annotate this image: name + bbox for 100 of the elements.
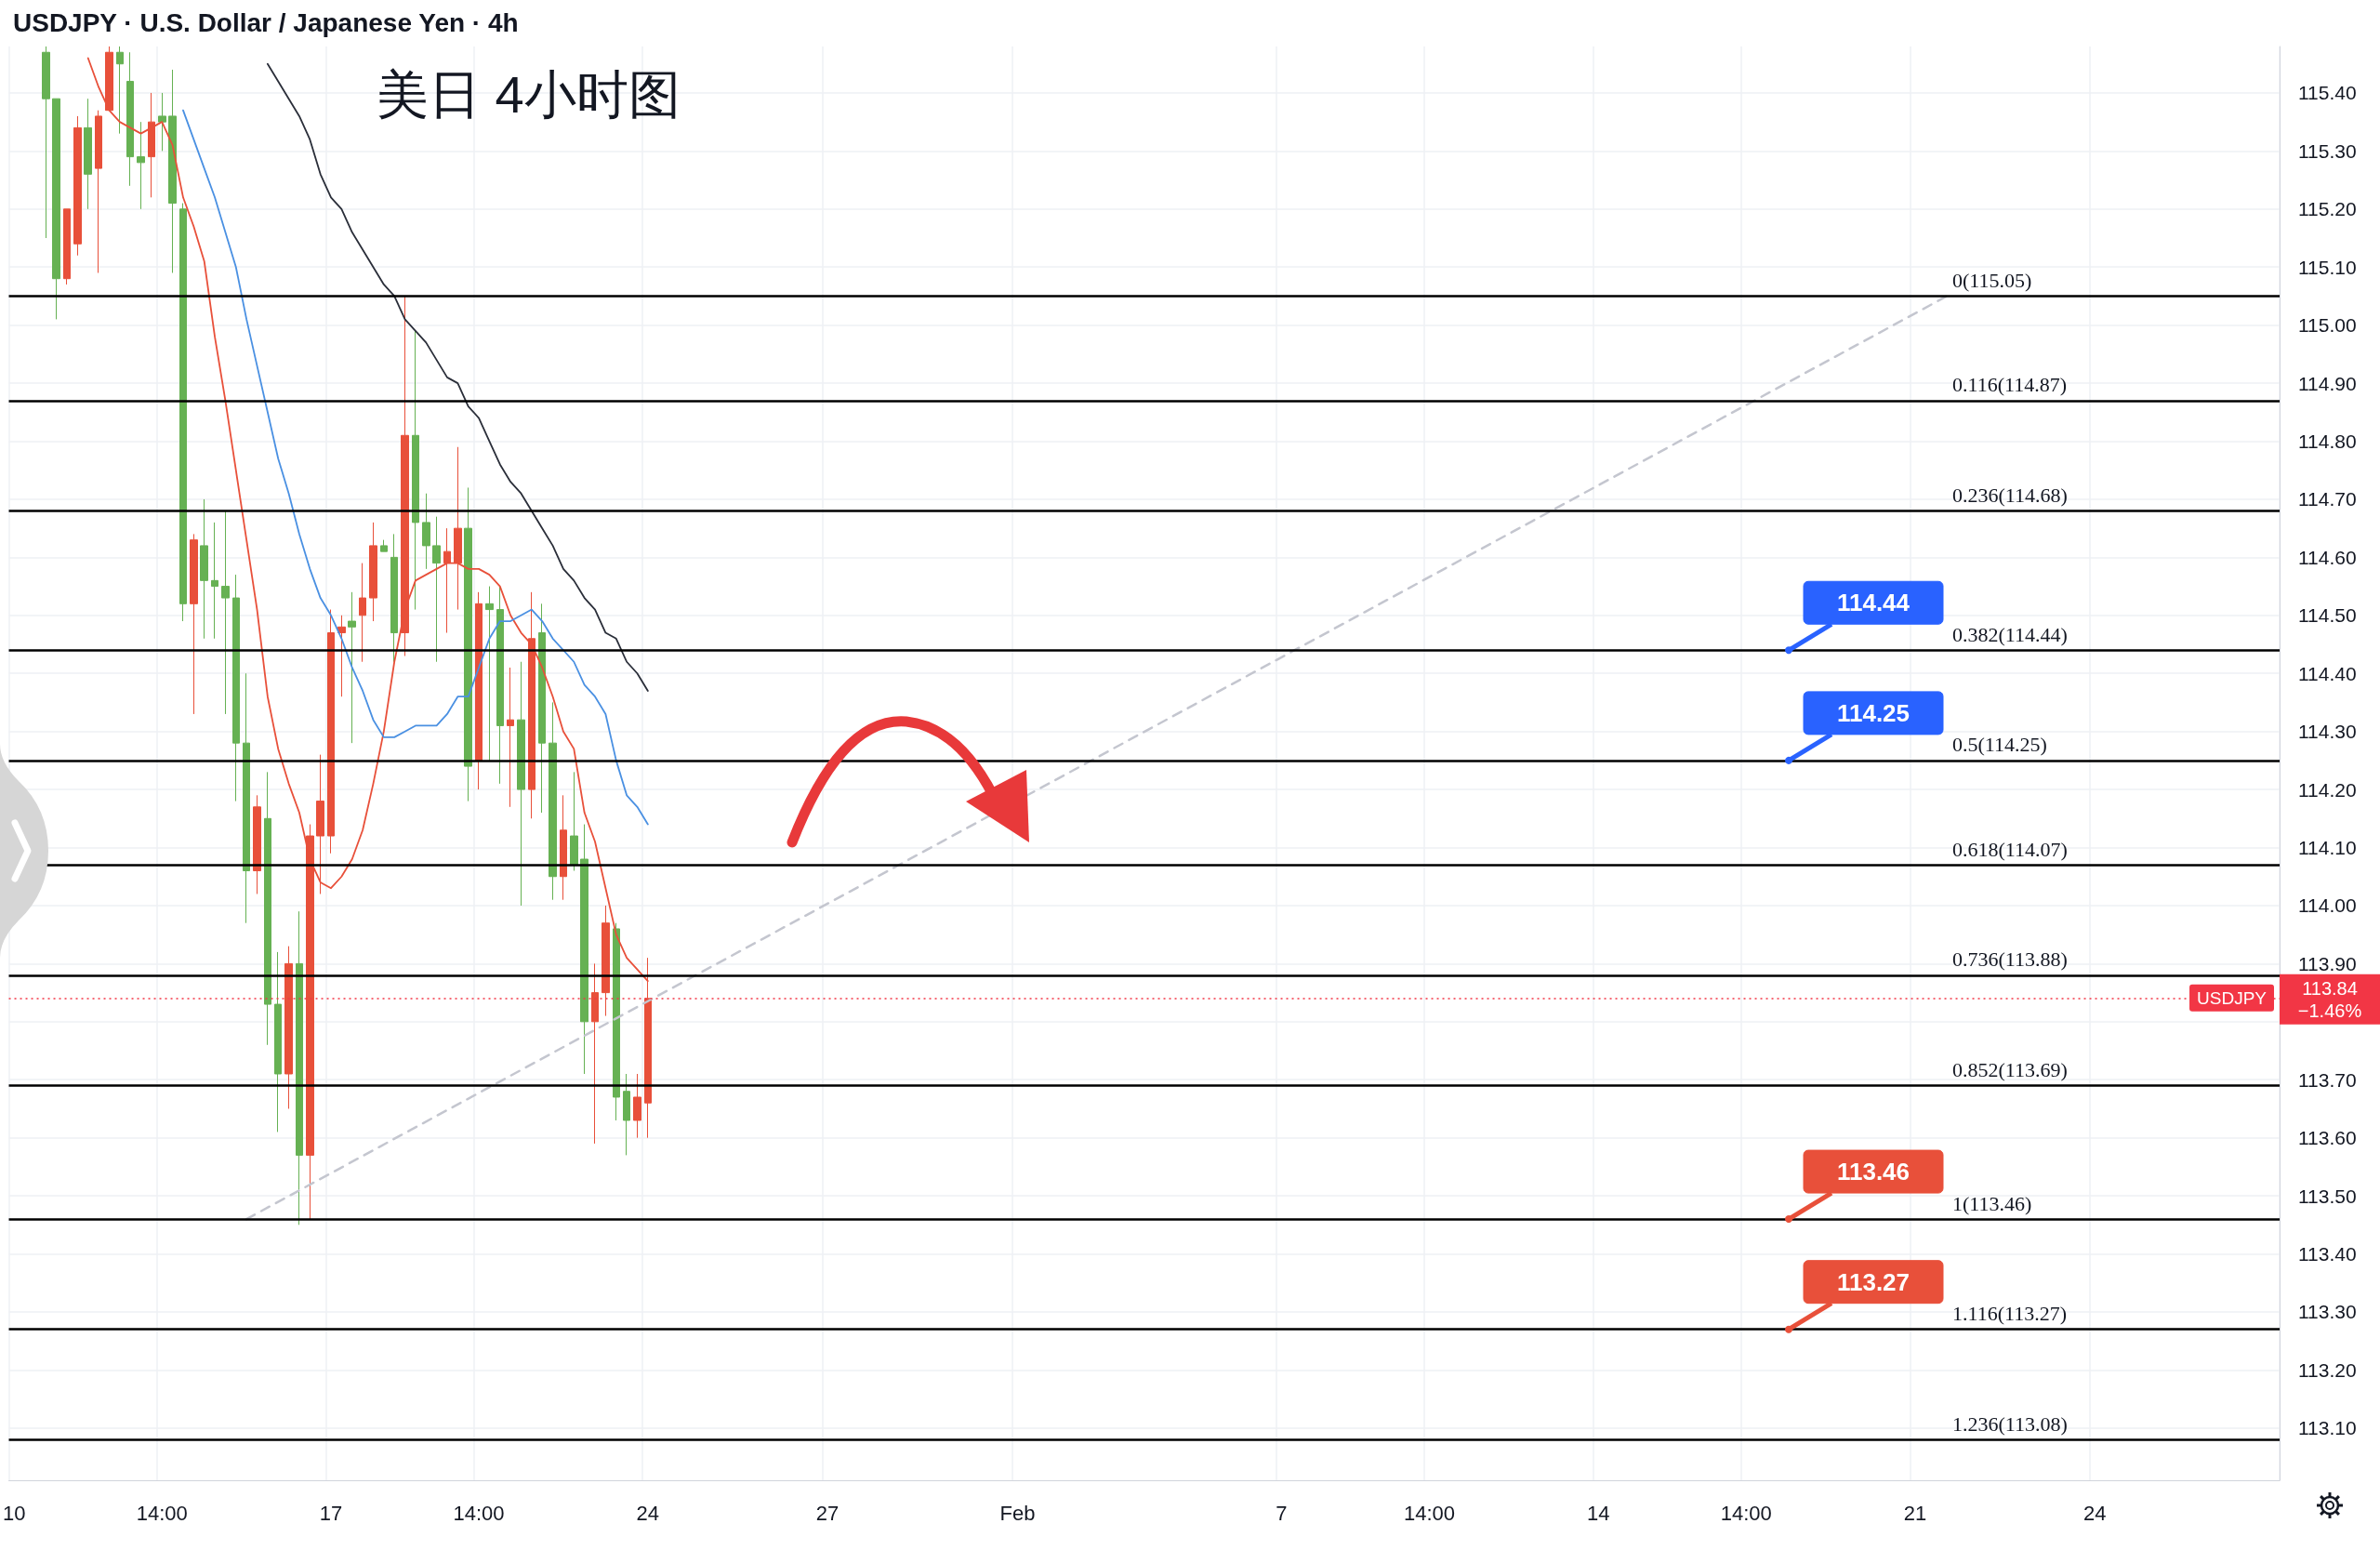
candlestick	[560, 794, 567, 901]
x-tick-label: 7	[1276, 1501, 1288, 1525]
candlestick	[316, 754, 324, 894]
candlestick	[42, 46, 50, 239]
y-tick-label: 113.30	[2298, 1301, 2357, 1323]
candlestick	[496, 586, 504, 785]
ref-line-label: 1(113.46)	[1952, 1191, 2032, 1215]
candlestick	[63, 208, 71, 285]
x-tick-label: 14:00	[1403, 1501, 1456, 1525]
ref-line-label: 0.382(114.44)	[1952, 622, 2068, 646]
ref-line-label: 0.852(113.69)	[1952, 1057, 2068, 1081]
ref-line-label: 0.5(114.25)	[1952, 733, 2047, 757]
candlestick	[168, 69, 177, 273]
y-tick-label: 114.40	[2298, 662, 2357, 684]
candlestick	[232, 574, 240, 802]
y-tick-label: 113.10	[2298, 1417, 2357, 1439]
y-tick-label: 115.00	[2298, 314, 2357, 337]
candlestick	[73, 115, 82, 257]
candlestick	[517, 661, 525, 907]
text: 113.84 −1.46%	[2297, 977, 2362, 1021]
ref-line-label: 0.236(114.68)	[1952, 483, 2068, 507]
y-tick-label: 114.80	[2298, 431, 2357, 453]
candlestick	[137, 121, 145, 210]
candlestick	[422, 493, 430, 570]
candlestick	[284, 946, 293, 1109]
x-tick-label: 24	[636, 1501, 660, 1525]
candlestick	[126, 51, 134, 187]
x-tick-label: 24	[2082, 1501, 2107, 1525]
candlestick	[348, 591, 356, 744]
y-tick-label: 115.10	[2298, 256, 2357, 278]
candlestick	[52, 98, 60, 320]
candlestick	[591, 962, 599, 1145]
y-tick-label: 114.90	[2298, 372, 2357, 394]
candlestick	[337, 615, 346, 697]
candlestick	[253, 794, 261, 894]
candlestick	[549, 701, 557, 901]
candlestick	[443, 527, 451, 634]
candlestick	[485, 586, 494, 762]
y-tick-label: 114.00	[2298, 894, 2357, 917]
annotation: 114.44	[1836, 589, 1911, 617]
x-tick-label: 17	[319, 1501, 343, 1525]
candlestick	[148, 92, 155, 198]
candlestick	[623, 1073, 630, 1156]
candlestick	[369, 522, 377, 622]
candlestick	[95, 110, 102, 273]
candlestick	[190, 533, 198, 715]
candlestick	[580, 824, 588, 1075]
ref-line-label: 0.736(113.88)	[1952, 947, 2068, 972]
y-tick-label: 113.90	[2298, 952, 2357, 974]
annotation: 114.25	[1836, 698, 1911, 727]
y-tick-label: 114.30	[2298, 721, 2357, 743]
candlestick	[243, 672, 250, 924]
candlestick	[221, 510, 230, 715]
y-tick-label: 113.20	[2298, 1358, 2357, 1381]
y-tick-label: 113.70	[2298, 1068, 2357, 1091]
candlestick	[412, 330, 419, 611]
y-tick-label: 115.40	[2298, 82, 2357, 104]
candlestick	[264, 771, 271, 1046]
y-tick-label: 114.50	[2298, 604, 2357, 627]
candlestick	[432, 516, 441, 663]
candlestick	[464, 486, 472, 802]
x-tick-label: 14:00	[1720, 1501, 1772, 1525]
x-tick-label: 27	[815, 1501, 840, 1525]
ref-line-label: 0(115.05)	[1952, 268, 2032, 292]
candlestick	[274, 951, 282, 1133]
x-tick-label: 14:00	[453, 1501, 505, 1525]
candlestick	[179, 203, 187, 622]
y-tick-label: 113.50	[2298, 1185, 2357, 1207]
candlestick	[211, 522, 218, 640]
x-tick-label: 14	[1587, 1501, 1610, 1525]
candlestick	[158, 92, 166, 152]
y-tick-label: 114.60	[2298, 546, 2357, 568]
candlestick	[327, 609, 335, 854]
y-tick-label: 115.20	[2298, 198, 2357, 220]
candlestick	[380, 539, 388, 552]
x-tick-label: 10	[2, 1501, 26, 1525]
x-tick-label: 14:00	[136, 1501, 188, 1525]
candlestick	[538, 603, 546, 814]
y-tick-label: 113.40	[2298, 1243, 2357, 1265]
candlestick	[401, 295, 409, 657]
ref-line-label: 0.116(114.87)	[1952, 373, 2068, 397]
ref-line-label: 1.236(113.08)	[1952, 1411, 2068, 1436]
candlestick	[390, 533, 398, 663]
annotation: 113.27	[1836, 1267, 1911, 1296]
candlestick	[84, 98, 92, 210]
ref-line-label: USDJPY	[2197, 987, 2268, 1008]
candlestick	[116, 46, 124, 135]
candlestick	[613, 922, 620, 1121]
y-tick-label: 114.20	[2298, 778, 2357, 801]
candlestick	[602, 905, 610, 1017]
annotation: 113.46	[1836, 1158, 1911, 1186]
ref-line-label: 1.116(113.27)	[1952, 1302, 2068, 1326]
y-tick-label: 114.70	[2298, 488, 2357, 510]
x-tick-label: 21	[1903, 1501, 1927, 1525]
chart-title: USDJPY · U.S. Dollar / Japanese Yen · 4h	[13, 7, 519, 37]
candlestick	[633, 1073, 641, 1139]
candlestick	[528, 591, 536, 819]
candlestick	[570, 771, 578, 871]
candlestick	[475, 591, 483, 790]
candlestick	[454, 446, 462, 611]
